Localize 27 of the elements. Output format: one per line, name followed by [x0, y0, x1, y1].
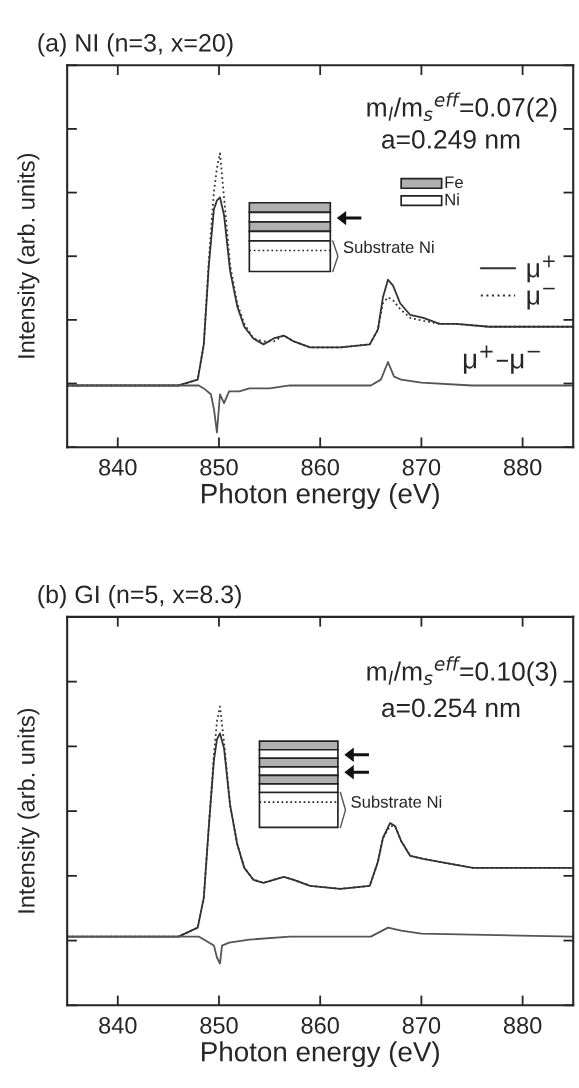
y-axis-title: Intensity (arb. units): [17, 154, 40, 358]
annotation: Substrate Ni: [351, 795, 442, 808]
chart-title: (b) GI (n=5, x=8.3): [38, 584, 241, 609]
text: a=0.249 nm: [382, 130, 520, 149]
x-tick-label: 850: [200, 458, 238, 476]
legend-label: μ$^{−}$: [527, 287, 555, 310]
x-tick-label: 880: [503, 458, 542, 476]
legend-label: μ$^{+}$: [527, 255, 555, 283]
x-tick-label: 870: [402, 1017, 441, 1034]
annotation: Substrate Ni: [343, 240, 434, 254]
annotation: Fe: [445, 176, 463, 189]
x-tick-label: 870: [402, 458, 441, 476]
x-tick-label: 850: [200, 1017, 238, 1034]
annotation: Ni: [445, 193, 459, 206]
x-tick-label: 840: [99, 458, 137, 476]
chart-title: (a) NI (n=3, x=20): [38, 33, 233, 57]
annotation: a=0.254 nm: [382, 698, 520, 718]
x-tick-label: 860: [301, 458, 339, 476]
x-axis-title: Photon energy (eV): [202, 1041, 439, 1068]
text: m$_{l}$/m$_{s}$$^{eff}$=0.07(2): [367, 92, 557, 122]
x-tick-label: 840: [99, 1017, 137, 1034]
text: m$_{l}$/m$_{s}$$^{eff}$=0.10(3): [367, 656, 557, 686]
y-axis-title: Intensity (arb. units): [17, 708, 40, 913]
x-axis-title: Photon energy (eV): [202, 483, 439, 509]
x-tick-label: 860: [301, 1017, 339, 1034]
x-tick-label: 880: [503, 1017, 542, 1034]
annotation: μ$^{+}$–μ$^{−}$: [463, 345, 540, 374]
